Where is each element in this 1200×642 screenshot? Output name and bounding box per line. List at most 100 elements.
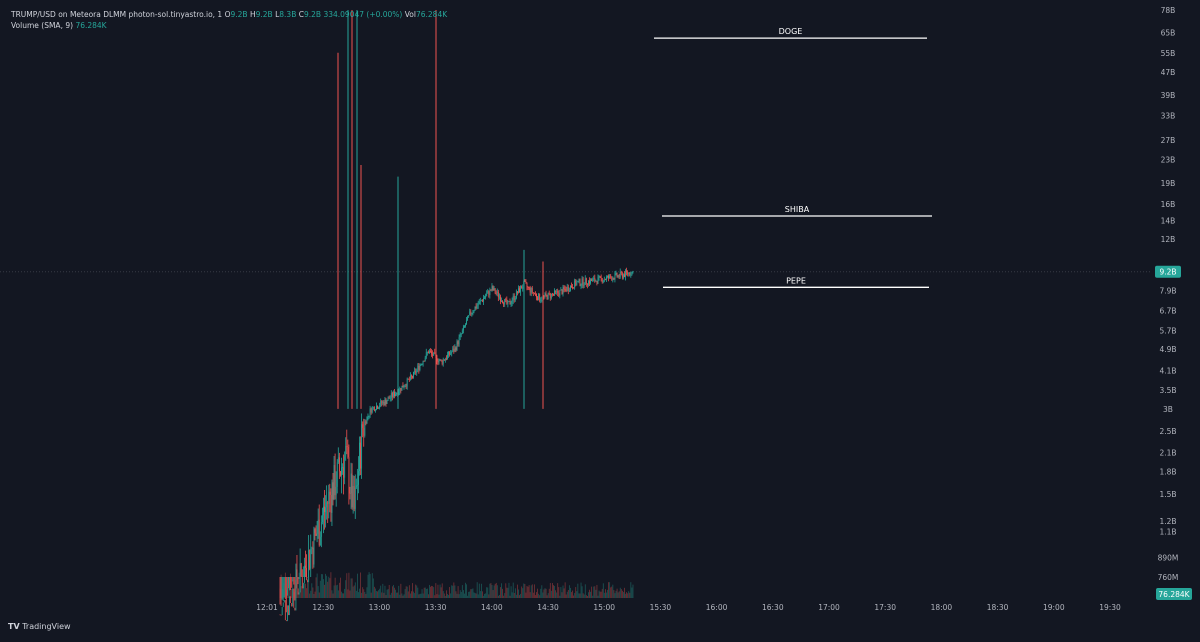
volume-bar (370, 592, 372, 598)
candle-body (460, 333, 462, 335)
volume-bar (395, 589, 396, 598)
volume-bar (617, 592, 619, 598)
volume-bar (404, 589, 406, 598)
candle-body (432, 353, 434, 356)
candle-body (568, 290, 570, 292)
volume-bar (552, 583, 553, 598)
volume-bar (318, 592, 320, 598)
volume-bar (607, 589, 608, 598)
volume-bar (360, 572, 361, 598)
volume-bar (627, 593, 629, 598)
tradingview-logo[interactable]: TV TradingView (8, 622, 71, 631)
candle-body (450, 353, 452, 355)
volume-bar (414, 593, 416, 598)
volume-bar (553, 585, 554, 598)
x-tick-label: 16:30 (762, 603, 784, 612)
volume-bar (567, 590, 569, 598)
volume-bar (556, 592, 558, 598)
volume-bar (537, 588, 538, 598)
candle-body (443, 359, 445, 361)
candle-body (618, 275, 620, 277)
volume-bar (399, 594, 401, 598)
volume-bar (323, 579, 324, 598)
volume-bar (576, 591, 578, 598)
candle-body (602, 280, 604, 283)
candle-body (423, 361, 425, 362)
volume-bar (436, 594, 438, 598)
annotation-label-doge: DOGE (779, 27, 803, 36)
candle-body (396, 392, 398, 394)
candle-body (458, 337, 460, 345)
candle-body (592, 279, 594, 281)
candle-body (454, 347, 456, 352)
tradingview-icon: TV (8, 622, 20, 631)
volume-bar (580, 582, 582, 598)
candle-body (353, 485, 355, 509)
candle-body (301, 576, 303, 589)
volume-bar (482, 591, 483, 598)
candle-body (459, 334, 461, 338)
candle-body (499, 296, 500, 298)
candle-body (328, 491, 330, 504)
candle-body (620, 271, 622, 274)
candle-body (525, 281, 527, 284)
volume-bar (623, 592, 624, 598)
candle-body (549, 293, 551, 298)
volume-bar (630, 582, 632, 598)
volume-bar (298, 572, 300, 598)
volume-bar (518, 589, 519, 598)
volume-bar (586, 595, 588, 598)
candle-body (527, 287, 529, 288)
candle-body (562, 287, 564, 295)
candle-body (325, 507, 327, 513)
volume-indicator-value: 76.284K (75, 21, 107, 30)
candle-body (469, 311, 471, 316)
candle-body (359, 442, 360, 472)
candle-body (447, 354, 448, 359)
volume-bar (330, 572, 332, 598)
volume-bar (338, 582, 340, 598)
candle-body (434, 352, 436, 354)
volume-bar (624, 587, 625, 598)
candle-body (361, 424, 363, 469)
volume-bar (573, 595, 575, 598)
x-tick-label: 15:30 (650, 603, 672, 612)
volume-bar (327, 581, 329, 598)
volume-bar (458, 594, 460, 598)
volume-bar (489, 583, 491, 598)
volume-bar (583, 594, 585, 598)
candle-body (545, 293, 547, 295)
candle-body (505, 299, 507, 300)
volume-bar (484, 593, 485, 598)
candle-body (372, 407, 374, 408)
candle-body (320, 522, 322, 537)
y-tick-label: 4.9B (1159, 345, 1176, 354)
candle-body (598, 276, 600, 278)
candle-body (573, 287, 575, 289)
candle-body (318, 519, 320, 546)
volume-bar (285, 589, 287, 598)
high-value: 9.2B (255, 10, 273, 19)
volume-bar (393, 584, 394, 598)
volume-bar (371, 573, 373, 598)
volume-bar (396, 592, 398, 598)
tradingview-label: TradingView (22, 622, 71, 631)
candle-body (430, 351, 431, 353)
y-tick-label: 4.1B (1159, 367, 1176, 376)
candle-body (451, 351, 453, 354)
volume-bar (373, 586, 375, 598)
volume-bar (626, 592, 628, 598)
volume-bar (319, 580, 321, 598)
candle-body (400, 388, 402, 391)
candle-body (462, 326, 464, 331)
candle-body (631, 271, 633, 276)
candle-body (536, 293, 537, 298)
candle-body (613, 278, 615, 280)
candle-body (548, 293, 550, 294)
candle-body (521, 286, 523, 289)
volume-bar (591, 586, 593, 598)
candle-body (478, 301, 480, 305)
volume-indicator-label: Volume (SMA, 9) (11, 21, 74, 30)
